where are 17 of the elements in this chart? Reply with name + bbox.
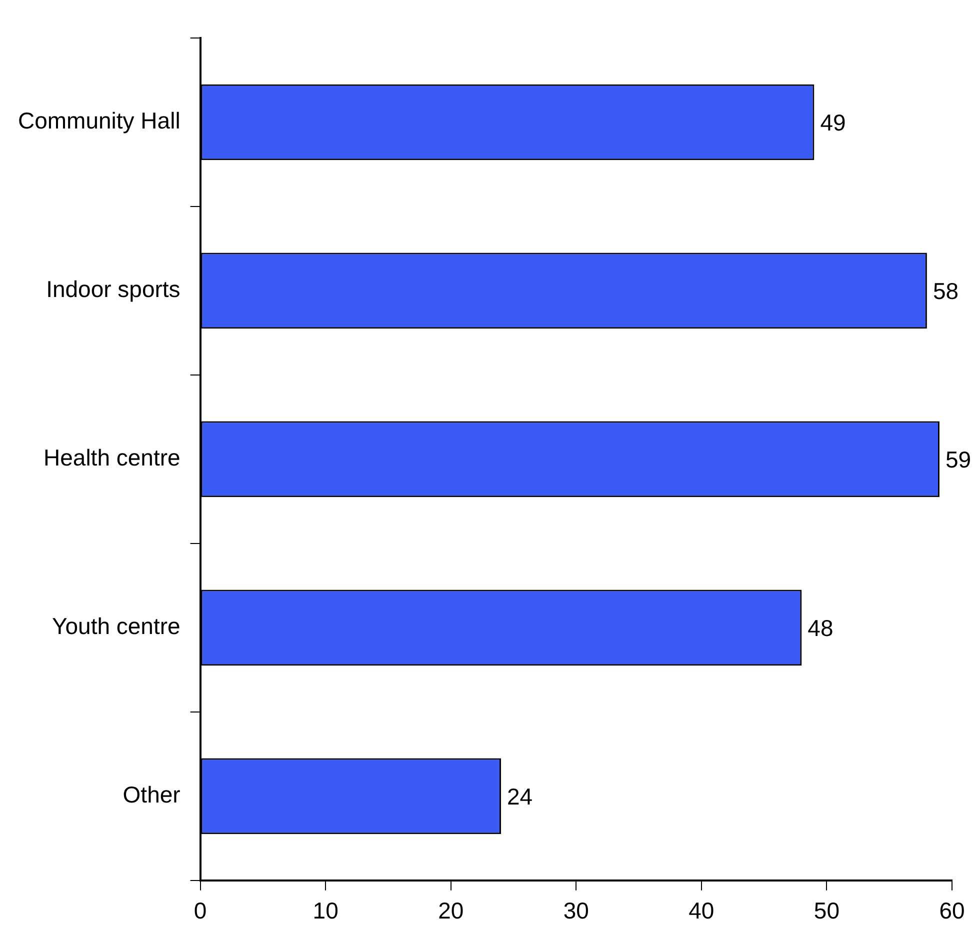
- y-tick-label: Community Hall: [18, 108, 180, 134]
- y-tick-label: Youth centre: [52, 613, 180, 640]
- x-tick-label: 60: [939, 898, 965, 924]
- y-tick-label: Indoor sports: [46, 276, 180, 302]
- y-tick-label: Other: [122, 782, 181, 808]
- data-label: 58: [932, 278, 959, 304]
- x-tick-label: 10: [312, 898, 338, 924]
- data-label: 49: [820, 110, 846, 136]
- x-tick-label: 40: [688, 898, 714, 924]
- x-tick-label: 20: [438, 898, 464, 924]
- data-label: 48: [808, 615, 834, 642]
- x-tick-label: 30: [563, 898, 589, 924]
- y-tick-label: Health centre: [44, 444, 180, 471]
- data-label: 59: [945, 446, 972, 473]
- x-tick-label: 0: [194, 898, 207, 924]
- data-label: 24: [506, 784, 533, 810]
- x-tick-label: 50: [814, 898, 840, 924]
